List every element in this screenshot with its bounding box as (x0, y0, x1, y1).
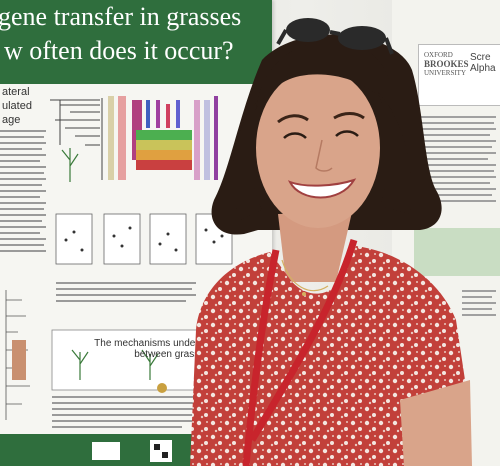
poster-body-text-graphic (0, 130, 202, 428)
sunglasses-on-head (276, 18, 394, 55)
right-arm (400, 380, 472, 466)
poster-side-text-3: age (2, 114, 21, 126)
seed-graphic (157, 383, 167, 393)
left-figure-image (12, 340, 26, 380)
eyebrow-right (333, 112, 365, 120)
poster-side-text-1: ateral (2, 86, 30, 98)
smile (287, 178, 357, 199)
right-title-line-2: Alpha (470, 63, 496, 74)
neck (278, 212, 352, 282)
plot-dots-graphic (64, 226, 224, 252)
hair-side-left (232, 100, 262, 220)
nose (315, 139, 333, 172)
university-logo-box (418, 44, 500, 106)
university-logo-text: OXFORD BROOKES UNIVERSITY (424, 51, 469, 77)
hair-side-right (378, 92, 412, 214)
eye-left (283, 132, 307, 139)
poster-title-line-1: gene transfer in grasses (0, 2, 242, 31)
necklace (281, 259, 329, 292)
eye-right (335, 130, 359, 137)
footer-logo-graphic (92, 442, 120, 460)
right-poster-title: Scre Alpha (470, 52, 496, 74)
right-poster-green-panel (414, 228, 500, 276)
eyebrow-left (277, 114, 309, 124)
plot-panels-graphic (55, 213, 233, 265)
poster-header-band (0, 0, 272, 84)
lanyard-right (248, 238, 358, 442)
plant-sketch-graphic (61, 148, 159, 380)
mechanism-section-heading: The mechanisms underpinning late between… (82, 338, 262, 360)
right-title-line-1: Scre (470, 52, 491, 63)
footer-logos (92, 440, 172, 462)
mechanism-heading-line-1: The mechanisms underpinning late (94, 338, 250, 349)
logo-line-3: UNIVERSITY (424, 68, 466, 77)
face (256, 68, 380, 228)
poster-side-text-2: ulated (2, 100, 32, 112)
hair-front (256, 41, 393, 110)
poster-title-line-2: w often does it occur? (4, 36, 234, 65)
right-poster-text-graphic (420, 116, 496, 316)
floral-dress (190, 246, 470, 466)
logo-line-2: BROOKES (424, 58, 469, 69)
mechanism-heading-line-2: between grasses (134, 349, 210, 360)
phylogeny-tree-graphic (50, 98, 103, 180)
heatmap-graphic (108, 96, 218, 180)
logo-line-1: OXFORD (424, 51, 453, 59)
mechanism-diagram-box (51, 329, 201, 391)
lanyard-left (242, 249, 280, 466)
poster-figures (0, 96, 233, 428)
necklace-pendant (302, 292, 306, 296)
